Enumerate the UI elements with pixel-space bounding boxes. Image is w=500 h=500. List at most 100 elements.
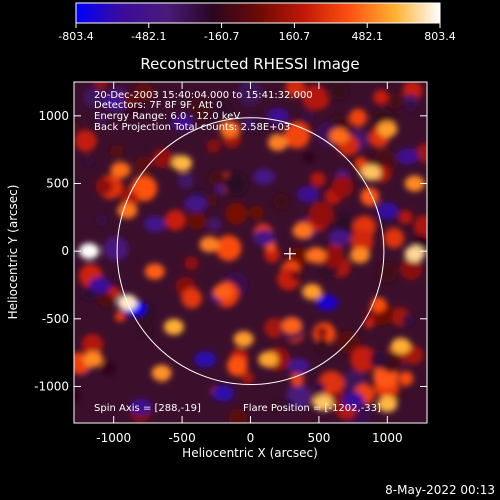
- heatmap-texture-blob: [398, 371, 414, 386]
- heatmap-texture-blob: [187, 211, 206, 230]
- chart-title: Reconstructed RHESSI Image: [140, 55, 359, 73]
- heatmap-texture-blob: [228, 408, 248, 423]
- heatmap-dark-spot: [143, 216, 166, 233]
- heatmap-texture-blob: [225, 202, 248, 225]
- heatmap-texture-blob: [206, 139, 221, 153]
- heatmap-texture-blob: [97, 113, 108, 124]
- heatmap-texture-blob: [291, 270, 302, 281]
- heatmap-bright-spot: [151, 364, 172, 381]
- x-tick-label: 1000: [372, 431, 403, 445]
- heatmap-texture-blob: [273, 193, 290, 210]
- heatmap-dark-spot: [396, 148, 419, 165]
- heatmap-texture-blob: [398, 210, 413, 225]
- heatmap-texture-blob: [300, 110, 314, 124]
- annotation-time-range: 20-Dec-2003 15:40:04.000 to 15:41:32.000: [94, 90, 313, 101]
- heatmap-texture-blob: [214, 184, 225, 195]
- axis-ticks: -1000 -500 0 500 1000 1000 500 0 -500 -1000: [34, 82, 427, 445]
- x-axis-label: Heliocentric X (arcsec): [182, 446, 318, 460]
- heatmap-dark-spot: [102, 94, 125, 111]
- y-tick-label: -500: [42, 312, 69, 326]
- colorbar-gradient: [75, 2, 441, 24]
- heatmap-texture-blob: [281, 398, 294, 411]
- heatmap-texture-blob: [326, 392, 347, 412]
- colorbar-tick-label: 482.1: [351, 30, 383, 43]
- heatmap-texture-blob: [290, 372, 304, 386]
- heatmap-texture-blob: [138, 321, 153, 336]
- heatmap-dark-spot: [376, 202, 399, 219]
- heatmap-dark-spot: [212, 385, 235, 402]
- heatmap-texture-blob: [83, 87, 104, 108]
- heatmap-texture-blob: [101, 361, 117, 376]
- heatmap-texture-blob: [303, 151, 316, 164]
- heatmap-texture-blob: [322, 247, 344, 268]
- annotation-detectors: Detectors: 7F 8F 9F, Att 0: [94, 100, 222, 111]
- heatmap-bright-spot: [281, 317, 302, 334]
- annotation-energy-range: Energy Range: 6.0 - 12.0 keV: [94, 111, 240, 122]
- heatmap-dark-spot: [316, 294, 339, 311]
- y-tick-label: 500: [46, 176, 69, 190]
- heatmap-bright-spot: [79, 243, 100, 260]
- heatmap-texture-blob: [331, 175, 354, 198]
- heatmap-bright-spot: [258, 351, 279, 368]
- heatmap-texture-blob: [371, 297, 387, 313]
- heatmap-bright-spot: [377, 121, 398, 138]
- colorbar-tick-label: 803.4: [424, 30, 456, 43]
- heatmap-texture-blob: [383, 228, 405, 249]
- heatmap-bright-spot: [163, 318, 184, 335]
- heatmap-texture-blob: [134, 82, 154, 102]
- heatmap-dark-spot: [287, 358, 310, 375]
- heatmap-bright-spot: [302, 283, 323, 300]
- heatmap-texture-blob: [316, 326, 328, 339]
- x-tick-label: 0: [247, 431, 255, 445]
- heatmap-texture-blob: [215, 235, 242, 261]
- heatmap-texture-blob: [315, 338, 330, 353]
- heatmap-bright-spot: [267, 134, 288, 151]
- colorbar-tick-label: -482.1: [131, 30, 166, 43]
- heatmap-texture-blob: [350, 229, 374, 253]
- colorbar-ticks: -803.4 -482.1 -160.7 160.7 482.1 803.4: [58, 23, 456, 43]
- heatmap-texture-blob: [74, 121, 80, 133]
- heatmap-bright-spot: [329, 128, 350, 145]
- heatmap-texture-blob: [360, 187, 380, 206]
- heatmap-texture-blob: [377, 262, 398, 283]
- heatmap-texture-blob: [74, 389, 81, 403]
- heatmap-bright-spot: [117, 202, 138, 219]
- plot-overlay: [116, 117, 385, 386]
- heatmap-texture-blob: [350, 346, 377, 373]
- heatmap-texture-blob: [207, 217, 221, 231]
- heatmap-texture-blob: [152, 148, 173, 169]
- heatmap-bright-spot: [110, 161, 131, 178]
- heatmap-bright-spot: [213, 283, 234, 300]
- heatmap-texture-blob: [207, 100, 233, 126]
- heatmap-bright-spot: [404, 245, 425, 262]
- heatmap-texture-blob: [249, 205, 264, 220]
- y-tick-label: 1000: [38, 109, 69, 123]
- heatmap-dark-spot: [342, 391, 365, 408]
- flare-position-label: Flare Position = [-1202,-33]: [243, 403, 381, 414]
- heatmap-texture-blob: [181, 288, 202, 309]
- heatmap-texture-blob: [274, 401, 285, 412]
- heatmap-texture-blob: [405, 101, 417, 113]
- heatmap-texture-blob: [387, 92, 403, 109]
- plot-area: -1000 -500 0 500 1000 1000 500 0 -500 -1000: [34, 81, 428, 445]
- colorbar-tick-label: -160.7: [204, 30, 239, 43]
- heatmap-texture-blob: [363, 318, 374, 329]
- heatmap-texture-blob: [110, 144, 124, 158]
- heatmap-texture-blob: [108, 286, 121, 298]
- y-axis-label: Heliocentric Y (arcsec): [6, 185, 20, 320]
- heatmap-field: [74, 82, 427, 423]
- heatmap-bright-spot: [313, 394, 334, 411]
- heatmap-texture-blob: [301, 84, 328, 111]
- annotation-method-counts: Back Projection Total counts: 2.58E+03: [94, 122, 290, 133]
- heatmap-texture-blob: [135, 156, 153, 173]
- heatmap-dark-spot: [296, 186, 319, 203]
- heatmap-dark-spot: [130, 398, 153, 415]
- heatmap-dark-spot: [88, 276, 111, 293]
- heatmap-bright-spot: [404, 175, 425, 192]
- colorbar: -803.4 -482.1 -160.7 160.7 482.1 803.4: [58, 2, 456, 43]
- heatmap-bright-spot: [219, 121, 240, 138]
- heatmap-texture-blob: [242, 118, 255, 130]
- heatmap-bright-spot: [144, 263, 165, 280]
- heatmap-texture-blob: [308, 201, 334, 227]
- heatmap-dark-spot: [328, 229, 351, 246]
